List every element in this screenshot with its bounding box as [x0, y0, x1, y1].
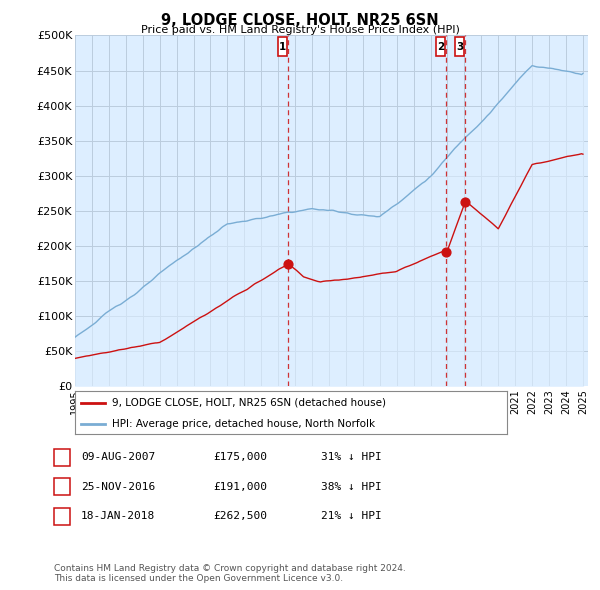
Text: Price paid vs. HM Land Registry's House Price Index (HPI): Price paid vs. HM Land Registry's House … [140, 25, 460, 35]
Text: 3: 3 [456, 42, 463, 52]
Text: 18-JAN-2018: 18-JAN-2018 [81, 512, 155, 521]
Text: 2: 2 [58, 482, 65, 491]
Point [284, 259, 293, 268]
Text: 9, LODGE CLOSE, HOLT, NR25 6SN (detached house): 9, LODGE CLOSE, HOLT, NR25 6SN (detached… [112, 398, 386, 408]
Text: 21% ↓ HPI: 21% ↓ HPI [321, 512, 382, 521]
Text: 2: 2 [437, 42, 444, 52]
Text: 3: 3 [58, 512, 65, 521]
Text: £262,500: £262,500 [213, 512, 267, 521]
Text: 9, LODGE CLOSE, HOLT, NR25 6SN: 9, LODGE CLOSE, HOLT, NR25 6SN [161, 13, 439, 28]
Text: 1: 1 [58, 453, 65, 462]
Text: 1: 1 [279, 42, 286, 52]
Text: 31% ↓ HPI: 31% ↓ HPI [321, 453, 382, 462]
FancyBboxPatch shape [436, 37, 445, 57]
Text: 09-AUG-2007: 09-AUG-2007 [81, 453, 155, 462]
Text: HPI: Average price, detached house, North Norfolk: HPI: Average price, detached house, Nort… [112, 419, 375, 430]
Text: Contains HM Land Registry data © Crown copyright and database right 2024.
This d: Contains HM Land Registry data © Crown c… [54, 563, 406, 583]
Text: 38% ↓ HPI: 38% ↓ HPI [321, 482, 382, 491]
Text: £175,000: £175,000 [213, 453, 267, 462]
Point [460, 198, 470, 207]
Point [441, 248, 451, 257]
Text: £191,000: £191,000 [213, 482, 267, 491]
Text: 25-NOV-2016: 25-NOV-2016 [81, 482, 155, 491]
FancyBboxPatch shape [455, 37, 464, 57]
FancyBboxPatch shape [278, 37, 287, 57]
